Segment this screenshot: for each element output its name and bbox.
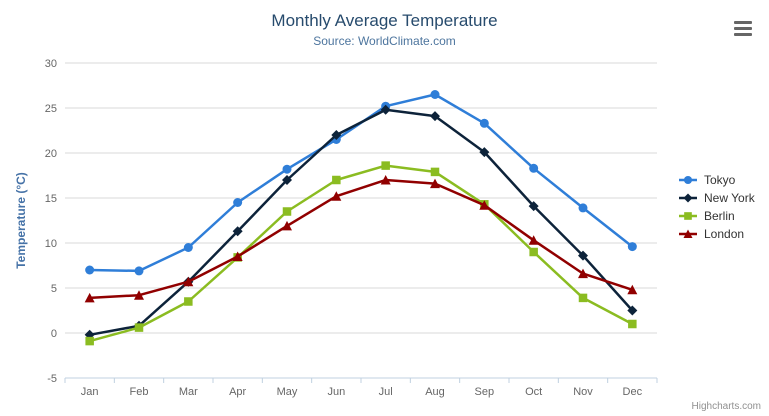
legend-label: New York [704, 191, 755, 205]
square-marker-icon[interactable] [430, 167, 440, 177]
diamond-marker-icon[interactable] [331, 130, 342, 140]
series-line-tokyo[interactable] [88, 93, 634, 273]
square-marker-icon[interactable] [578, 293, 588, 303]
triangle-marker-icon[interactable] [282, 220, 292, 231]
circle-marker-icon[interactable] [282, 164, 292, 174]
triangle-marker-icon[interactable] [578, 268, 588, 279]
diamond-marker-icon[interactable] [479, 147, 490, 158]
legend-label: London [704, 227, 745, 241]
square-marker-icon[interactable] [684, 212, 692, 220]
triangle-marker-icon[interactable] [627, 284, 638, 295]
legend-marker-triangle-icon [679, 229, 697, 239]
legend-label: Berlin [704, 209, 735, 223]
y-axis-label: 10 [45, 238, 57, 250]
y-axis-label: 15 [45, 193, 57, 205]
chart-title: Monthly Average Temperature [271, 11, 498, 30]
triangle-marker-icon[interactable] [380, 175, 391, 185]
x-axis-label: Jul [379, 386, 393, 398]
circle-marker-icon[interactable] [683, 175, 693, 185]
circle-marker-icon[interactable] [183, 243, 193, 252]
square-marker-icon[interactable] [381, 161, 390, 170]
x-axis-label: Mar [179, 386, 198, 398]
triangle-marker-icon[interactable] [528, 235, 539, 245]
triangle-marker-icon[interactable] [479, 200, 490, 210]
y-axis-label: 25 [45, 103, 57, 115]
square-marker-icon[interactable] [529, 247, 538, 257]
hamburger-icon [734, 33, 752, 36]
legend-marker-circle-icon [679, 175, 697, 185]
diamond-marker-icon[interactable] [683, 193, 693, 203]
circle-marker-icon[interactable] [627, 242, 637, 252]
circle-marker-icon[interactable] [479, 118, 489, 128]
context-menu-button[interactable] [734, 21, 752, 36]
y-axis-label: 20 [45, 148, 57, 160]
x-axis-label: May [277, 386, 298, 398]
x-axis-label: Jan [81, 386, 99, 398]
x-axis-label: Dec [623, 386, 643, 398]
y-axis-label: 30 [45, 58, 57, 70]
chart-subtitle: Source: WorldClimate.com [313, 34, 456, 48]
x-axis-label: Jun [327, 386, 345, 398]
diamond-marker-icon[interactable] [528, 201, 539, 212]
circle-marker-icon[interactable] [430, 90, 440, 99]
series-line-london[interactable] [88, 178, 634, 300]
x-axis-label: Nov [573, 386, 593, 398]
hamburger-icon [734, 21, 752, 24]
square-marker-icon[interactable] [85, 336, 94, 346]
triangle-marker-icon[interactable] [232, 251, 243, 262]
circle-marker-icon[interactable] [85, 265, 95, 275]
legend-item-tokyo[interactable]: Tokyo [678, 171, 755, 189]
square-marker-icon[interactable] [332, 175, 341, 185]
triangle-marker-icon[interactable] [683, 229, 693, 239]
square-marker-icon[interactable] [134, 323, 144, 332]
circle-marker-icon[interactable] [233, 198, 243, 207]
legend-label: Tokyo [704, 173, 736, 187]
diamond-marker-icon[interactable] [430, 111, 440, 122]
legend-marker-diamond-icon [679, 193, 697, 203]
y-axis-label: -5 [47, 373, 57, 385]
legend-item-london[interactable]: London [678, 225, 755, 243]
diamond-marker-icon[interactable] [627, 305, 638, 316]
triangle-marker-icon[interactable] [84, 292, 95, 303]
square-marker-icon[interactable] [184, 297, 193, 306]
x-axis-label: Sep [475, 386, 495, 398]
diamond-marker-icon[interactable] [282, 175, 292, 185]
triangle-marker-icon[interactable] [134, 290, 144, 300]
legend-item-new-york[interactable]: New York [678, 189, 755, 207]
y-axis-label: 0 [51, 328, 57, 340]
y-axis-title: Temperature (°C) [14, 172, 28, 269]
series-line-new-york[interactable] [88, 108, 634, 337]
square-marker-icon[interactable] [628, 319, 637, 329]
triangle-marker-icon[interactable] [331, 191, 342, 201]
hamburger-icon [734, 27, 752, 30]
circle-marker-icon[interactable] [529, 163, 539, 173]
legend-marker-square-icon [679, 212, 697, 220]
diamond-marker-icon[interactable] [232, 226, 243, 237]
legend: Tokyo New York Berlin London [678, 171, 755, 243]
x-axis-label: Oct [525, 386, 542, 398]
legend-item-berlin[interactable]: Berlin [678, 207, 755, 225]
square-marker-icon[interactable] [282, 207, 292, 216]
y-axis-label: 5 [51, 283, 57, 295]
series-line-berlin[interactable] [88, 164, 634, 343]
triangle-marker-icon[interactable] [430, 178, 440, 189]
x-axis-label: Feb [130, 386, 149, 398]
diamond-marker-icon[interactable] [578, 250, 588, 261]
credits-link[interactable]: Highcharts.com [691, 401, 761, 412]
circle-marker-icon[interactable] [578, 203, 588, 213]
circle-marker-icon[interactable] [134, 266, 144, 276]
triangle-marker-icon[interactable] [183, 276, 194, 287]
x-axis-label: Apr [229, 386, 246, 398]
x-axis-label: Aug [425, 386, 445, 398]
diamond-marker-icon[interactable] [380, 104, 391, 115]
